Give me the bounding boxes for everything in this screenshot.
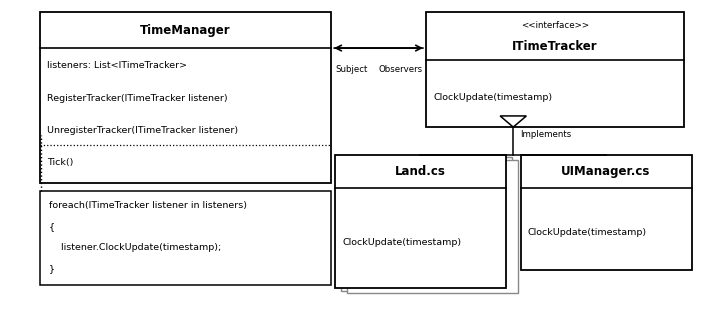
Text: TimeManager: TimeManager [141, 24, 231, 37]
Text: UIManager.cs: UIManager.cs [561, 165, 651, 178]
Bar [335, 155, 506, 288]
Text: {: { [49, 222, 55, 231]
Bar [426, 12, 684, 127]
Polygon shape [500, 116, 526, 127]
Text: <<interface>>: <<interface>> [521, 21, 589, 30]
Text: Land.cs: Land.cs [395, 165, 446, 178]
Bar [341, 157, 512, 291]
Text: Tick(): Tick() [47, 157, 74, 167]
Text: Subject: Subject [335, 65, 367, 74]
Text: ITimeTracker: ITimeTracker [513, 41, 598, 54]
Text: ClockUpdate(timestamp): ClockUpdate(timestamp) [528, 228, 647, 237]
Text: Implements: Implements [521, 130, 571, 140]
Bar [347, 160, 518, 293]
Text: RegisterTracker(ITimeTracker listener): RegisterTracker(ITimeTracker listener) [47, 94, 228, 103]
Text: listeners: List<ITimeTracker>: listeners: List<ITimeTracker> [47, 61, 187, 70]
Text: Observers: Observers [378, 65, 422, 74]
Text: ClockUpdate(timestamp): ClockUpdate(timestamp) [342, 238, 462, 247]
Text: UnregisterTracker(ITimeTracker listener): UnregisterTracker(ITimeTracker listener) [47, 126, 239, 135]
Text: }: } [49, 264, 55, 273]
Bar [40, 12, 331, 183]
Text: listener.ClockUpdate(timestamp);: listener.ClockUpdate(timestamp); [49, 243, 221, 252]
Text: ClockUpdate(timestamp): ClockUpdate(timestamp) [433, 93, 553, 102]
Bar [40, 191, 331, 285]
Text: foreach(ITimeTracker listener in listeners): foreach(ITimeTracker listener in listene… [49, 201, 247, 210]
Bar [521, 155, 692, 270]
